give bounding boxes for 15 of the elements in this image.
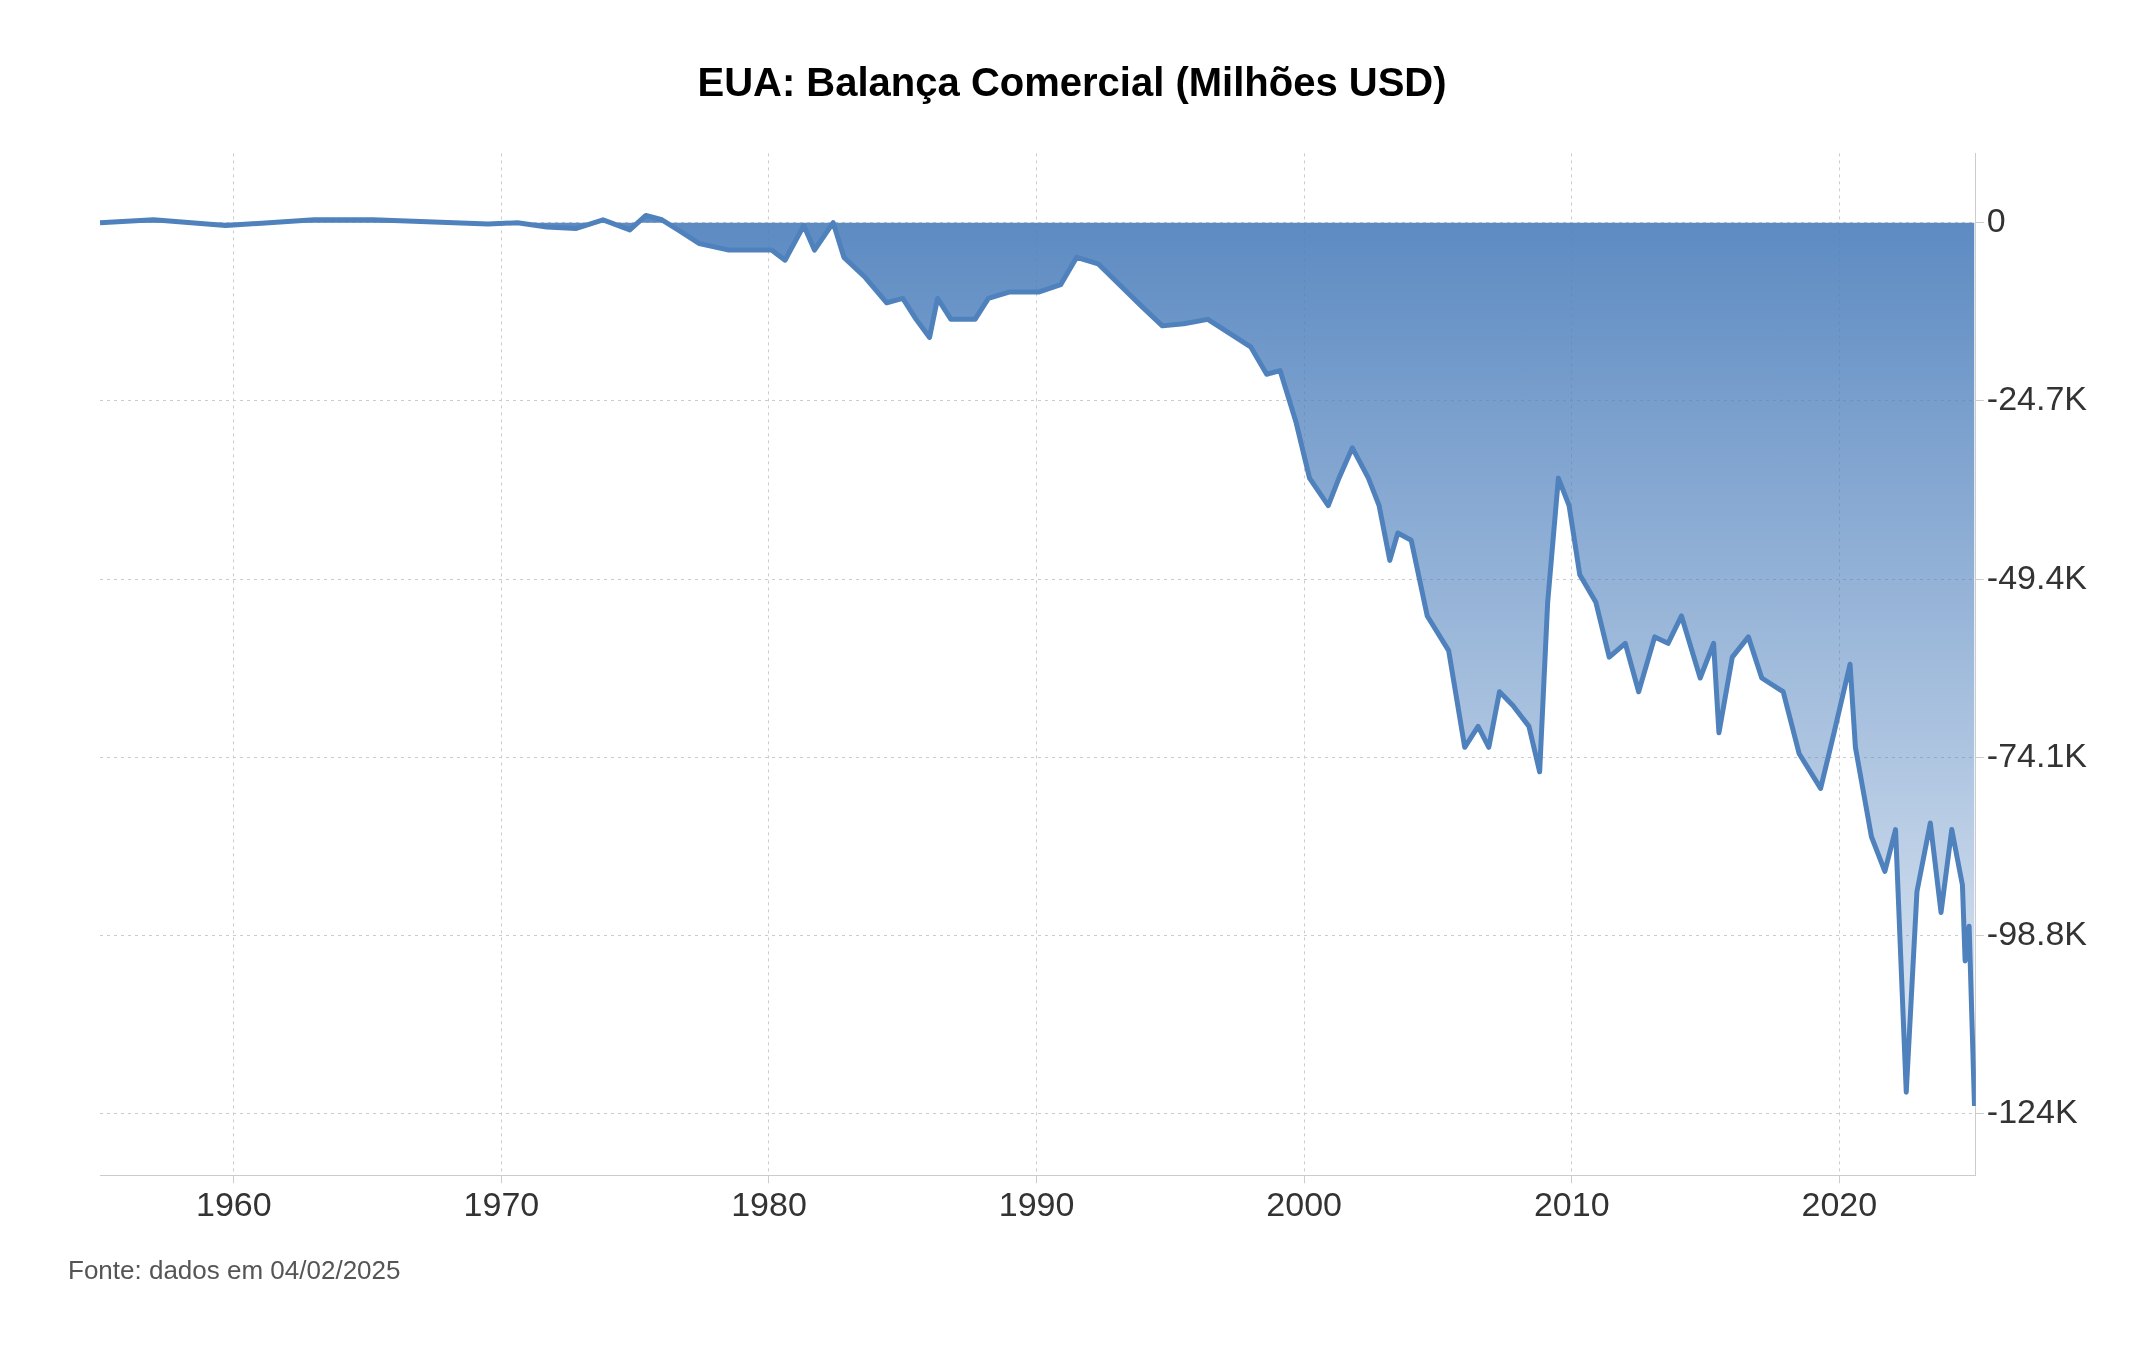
y-tick-label: -98.8K [1986, 914, 2088, 952]
x-tick-label: 2000 [1266, 1184, 1342, 1223]
x-tick-label: 1980 [731, 1184, 807, 1223]
chart-title: EUA: Balança Comercial (Milhões USD) [696, 60, 1448, 105]
source-note: Fonte: dados em 04/02/2025 [68, 1255, 401, 1286]
y-tick-label: -24.7K [1986, 379, 2088, 418]
x-tick-label: 1970 [463, 1184, 540, 1223]
x-tick-label: 2010 [1533, 1184, 1610, 1223]
y-tick-label: 0 [1986, 201, 2006, 240]
x-tick-label: 1960 [195, 1184, 272, 1223]
y-tick-label: -74.1K [1986, 735, 2088, 774]
x-tick-label: 1990 [998, 1184, 1075, 1223]
x-tick-label: 2020 [1801, 1184, 1878, 1223]
y-tick-label: -49.4K [1986, 557, 2088, 596]
y-tick-label: -124K [1986, 1092, 2078, 1131]
